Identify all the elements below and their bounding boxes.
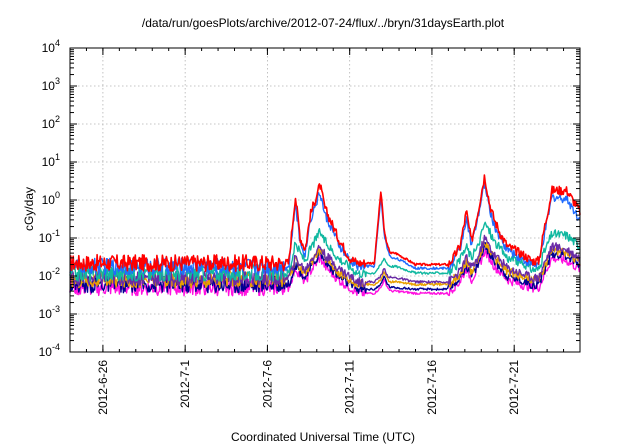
y-tick-label: 10-4 <box>39 342 60 359</box>
y-axis-label: cGy/day <box>22 187 36 231</box>
y-tick-label: 102 <box>42 114 60 131</box>
y-tick-label: 10-1 <box>39 228 60 245</box>
series-line-teal <box>69 221 581 282</box>
x-axis-label: Coordinated Universal Time (UTC) <box>231 430 415 444</box>
chart-title: /data/run/goesPlots/archive/2012-07-24/f… <box>142 16 505 30</box>
x-tick-label: 2012-7-16 <box>425 360 439 415</box>
y-tick-label: 100 <box>42 190 60 207</box>
y-tick-label: 101 <box>42 152 60 169</box>
series-layer <box>69 174 581 297</box>
y-tick-label: 10-2 <box>39 266 60 283</box>
series-line-purple <box>69 234 581 288</box>
x-tick-label: 2012-6-26 <box>96 360 110 415</box>
x-tick-label: 2012-7-11 <box>343 360 357 414</box>
tick-layer: 10-4 10-3 10-2 10-1 100 101 102 103 104 2012-6-26… <box>39 38 580 415</box>
x-tick-label: 2012-7-21 <box>507 360 521 415</box>
y-tick-label: 10-3 <box>39 304 60 321</box>
x-tick-label: 2012-7-1 <box>178 360 192 408</box>
x-tick-label: 2012-7-6 <box>260 360 274 408</box>
y-tick-label: 104 <box>42 38 60 55</box>
series-line-red <box>69 174 581 273</box>
plot-frame <box>69 47 581 353</box>
grid-lines <box>70 48 580 352</box>
y-tick-label: 103 <box>42 76 60 93</box>
